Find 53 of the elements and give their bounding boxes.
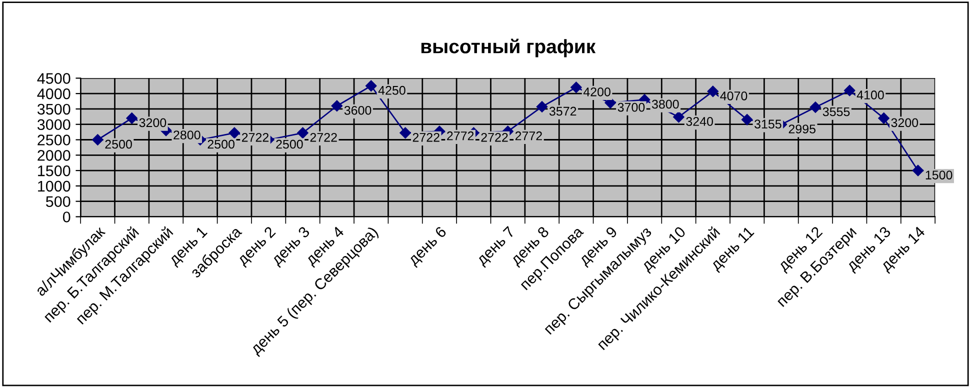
data-label: 2722 <box>242 132 269 142</box>
y-tick-label: 2000 <box>38 150 70 161</box>
data-label: 2500 <box>276 140 303 149</box>
point <box>741 114 753 126</box>
data-label: 3572 <box>549 106 576 116</box>
point <box>912 164 924 176</box>
data-label: 3200 <box>891 118 918 128</box>
point <box>366 80 377 92</box>
data-label: 2500 <box>208 140 234 149</box>
y-tick-label: 4500 <box>37 73 70 84</box>
data-label: 3155 <box>754 120 782 128</box>
point <box>707 86 719 98</box>
data-label: 1500 <box>926 170 952 180</box>
data-label: 2722 <box>481 132 508 142</box>
data-label: 2772 <box>447 131 474 140</box>
point <box>92 134 104 146</box>
point <box>878 112 890 124</box>
chart-title: высотный график <box>421 38 596 58</box>
data-label: 4070 <box>720 91 748 100</box>
data-label: 2772 <box>515 131 542 140</box>
y-tick-label: 3000 <box>37 119 70 130</box>
data-label: 3600 <box>344 106 372 115</box>
data-label: 4200 <box>583 87 610 96</box>
data-label: 2500 <box>105 140 132 149</box>
y-tick-label: 0 <box>62 212 70 222</box>
data-label: 2722 <box>412 132 440 142</box>
data-label: 4250 <box>378 86 406 95</box>
data-label: 3240 <box>686 117 713 126</box>
data-label: 3800 <box>652 100 679 109</box>
point <box>604 97 616 108</box>
point <box>126 112 138 124</box>
data-label: 2995 <box>788 124 816 134</box>
data-label: 3200 <box>139 118 166 128</box>
data-label: 2800 <box>174 130 200 140</box>
y-tick-label: 1000 <box>38 180 70 192</box>
point <box>673 111 684 123</box>
point <box>570 82 582 94</box>
data-label: 4100 <box>856 90 884 100</box>
y-tick-label: 3500 <box>37 104 70 115</box>
data-label: 2722 <box>310 132 337 142</box>
point <box>810 102 822 113</box>
data-label: 3555 <box>822 107 850 116</box>
point <box>297 127 308 139</box>
point <box>536 101 548 112</box>
y-tick-label: 4000 <box>37 88 70 100</box>
data-label: 3700 <box>618 102 645 112</box>
point <box>400 127 411 139</box>
y-tick-label: 500 <box>46 196 70 208</box>
point <box>228 127 240 139</box>
y-tick-label: 2500 <box>38 134 70 146</box>
point <box>844 84 856 96</box>
point <box>331 100 343 112</box>
y-tick-label: 1500 <box>38 165 70 176</box>
